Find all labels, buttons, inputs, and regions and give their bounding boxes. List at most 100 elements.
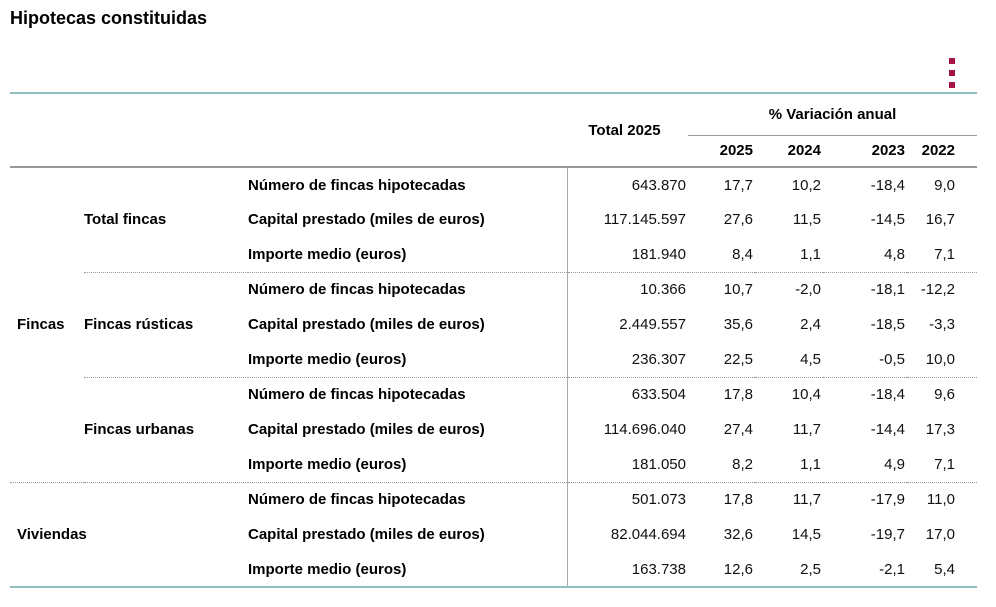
row-label: Importe medio (euros) bbox=[248, 350, 407, 368]
cell-variation: -18,5 bbox=[870, 316, 905, 333]
row-label: Número de fincas hipotecadas bbox=[248, 481, 567, 517]
table-row: Capital prestado (miles de euros) 114.69… bbox=[10, 412, 977, 447]
cell-variation: -2,0 bbox=[755, 271, 823, 307]
column-header-variation: % Variación anual bbox=[688, 93, 977, 136]
column-header-year-2022: 2022 bbox=[907, 135, 977, 168]
cell-variation: -2,1 bbox=[879, 560, 905, 578]
cell-variation: 17,8 bbox=[688, 481, 755, 517]
cell-variation: 1,1 bbox=[800, 455, 821, 473]
cell-variation: 27,4 bbox=[723, 421, 753, 438]
table-row: Fincas rústicas Número de fincas hipotec… bbox=[10, 271, 977, 377]
cell-variation: 10,0 bbox=[925, 350, 955, 368]
cell-variation: 11,7 bbox=[755, 481, 823, 517]
cell-variation: 10,7 bbox=[688, 271, 755, 307]
cell-variation: 11,5 bbox=[792, 211, 821, 228]
row-label: Importe medio (euros) bbox=[248, 245, 407, 263]
kebab-dot bbox=[949, 82, 955, 88]
table-row: Fincas Total fincas Número de fincas hip… bbox=[10, 167, 977, 333]
cell-variation: 32,6 bbox=[723, 526, 753, 543]
row-label: Número de fincas hipotecadas bbox=[248, 271, 567, 307]
cell-variation: 4,9 bbox=[884, 455, 905, 473]
table-row: Viviendas Número de fincas hipotecadas 5… bbox=[10, 481, 977, 587]
column-header-total-2025: Total 2025 bbox=[567, 93, 688, 168]
header-corner-cell bbox=[10, 93, 567, 168]
table-row: Importe medio (euros) 181.050 8,2 1,1 4,… bbox=[10, 447, 977, 482]
cell-variation: 12,6 bbox=[723, 560, 753, 578]
table-row: Capital prestado (miles de euros) 2.449.… bbox=[10, 307, 977, 342]
mortgages-table: Total 2025 % Variación anual 2025 2024 2… bbox=[10, 92, 977, 588]
table-row: Importe medio (euros) 181.940 8,4 1,1 4,… bbox=[10, 237, 977, 272]
cell-variation: 9,0 bbox=[934, 176, 955, 194]
cell-variation: -14,5 bbox=[870, 211, 905, 228]
cell-total: 114.696.040 bbox=[566, 412, 688, 447]
row-label: Capital prestado (miles de euros) bbox=[248, 211, 485, 228]
cell-variation: -19,7 bbox=[870, 526, 905, 543]
cell-variation: 17,8 bbox=[688, 376, 755, 412]
cell-variation: 35,6 bbox=[723, 316, 753, 333]
cell-total: 163.738 bbox=[566, 552, 688, 587]
cell-variation: 22,5 bbox=[723, 350, 753, 368]
cell-variation: 17,0 bbox=[925, 526, 955, 543]
cell-variation: 5,4 bbox=[934, 560, 955, 578]
table-row: Importe medio (euros) 163.738 12,6 2,5 -… bbox=[10, 552, 977, 587]
table-row: Capital prestado (miles de euros) 117.14… bbox=[10, 202, 977, 237]
column-header-year-2023: 2023 bbox=[823, 135, 907, 168]
kebab-dot bbox=[949, 70, 955, 76]
kebab-menu-icon[interactable] bbox=[947, 58, 957, 88]
cell-variation: 7,1 bbox=[934, 245, 955, 263]
cell-variation: 14,5 bbox=[791, 526, 821, 543]
cell-total: 2.449.557 bbox=[566, 307, 688, 342]
column-header-year-2024: 2024 bbox=[755, 135, 823, 168]
cell-total: 501.073 bbox=[566, 481, 688, 517]
cell-total: 643.870 bbox=[566, 167, 688, 202]
cell-variation: 1,1 bbox=[800, 245, 821, 263]
cell-variation: 2,5 bbox=[800, 560, 821, 578]
cell-variation: 7,1 bbox=[934, 455, 955, 473]
cell-variation: -12,2 bbox=[907, 271, 977, 307]
cell-variation: 11,0 bbox=[907, 481, 977, 517]
cell-variation: 27,6 bbox=[723, 211, 753, 228]
cell-total: 236.307 bbox=[566, 342, 688, 377]
cell-total: 181.050 bbox=[566, 447, 688, 482]
cell-variation: -3,3 bbox=[929, 316, 955, 333]
cell-variation: 8,2 bbox=[732, 455, 753, 473]
cell-variation: -18,1 bbox=[823, 271, 907, 307]
cell-variation: 4,8 bbox=[884, 245, 905, 263]
cell-variation: 16,7 bbox=[925, 211, 955, 228]
row-group-viviendas: Viviendas bbox=[10, 481, 248, 587]
cell-variation: 17,7 bbox=[723, 176, 753, 194]
cell-variation: -0,5 bbox=[879, 350, 905, 368]
cell-total: 181.940 bbox=[566, 237, 688, 272]
cell-variation: -17,9 bbox=[823, 481, 907, 517]
row-label: Número de fincas hipotecadas bbox=[248, 376, 567, 412]
row-label: Capital prestado (miles de euros) bbox=[248, 316, 485, 333]
table-row: Importe medio (euros) 236.307 22,5 4,5 -… bbox=[10, 342, 977, 377]
page-title: Hipotecas constituidas bbox=[10, 8, 208, 28]
cell-variation: 4,5 bbox=[800, 350, 821, 368]
table-row: Fincas urbanas Número de fincas hipoteca… bbox=[10, 376, 977, 482]
cell-total: 633.504 bbox=[566, 376, 688, 412]
kebab-dot bbox=[949, 58, 955, 64]
cell-total: 10.366 bbox=[566, 271, 688, 307]
row-label: Importe medio (euros) bbox=[248, 560, 407, 578]
row-label: Número de fincas hipotecadas bbox=[248, 176, 466, 194]
row-group-fincas-urbanas: Fincas urbanas bbox=[84, 376, 248, 482]
cell-variation: 10,2 bbox=[791, 176, 821, 194]
cell-variation: 17,3 bbox=[925, 421, 955, 438]
cell-variation: 11,7 bbox=[792, 421, 821, 438]
table-row: Capital prestado (miles de euros) 82.044… bbox=[10, 517, 977, 552]
cell-variation: 10,4 bbox=[755, 376, 823, 412]
row-label: Capital prestado (miles de euros) bbox=[248, 421, 485, 438]
row-group-fincas: Fincas bbox=[17, 316, 65, 334]
row-group-fincas-rusticas: Fincas rústicas bbox=[84, 271, 248, 377]
cell-variation: 2,4 bbox=[800, 316, 821, 333]
row-label: Capital prestado (miles de euros) bbox=[248, 526, 485, 543]
row-group-total-fincas: Total fincas bbox=[84, 211, 167, 229]
cell-variation: -14,4 bbox=[870, 421, 905, 438]
cell-total: 117.145.597 bbox=[566, 202, 688, 237]
cell-variation: -18,4 bbox=[870, 176, 905, 194]
cell-variation: -18,4 bbox=[823, 376, 907, 412]
table-header: Total 2025 % Variación anual 2025 2024 2… bbox=[10, 93, 977, 168]
cell-total: 82.044.694 bbox=[566, 517, 688, 552]
